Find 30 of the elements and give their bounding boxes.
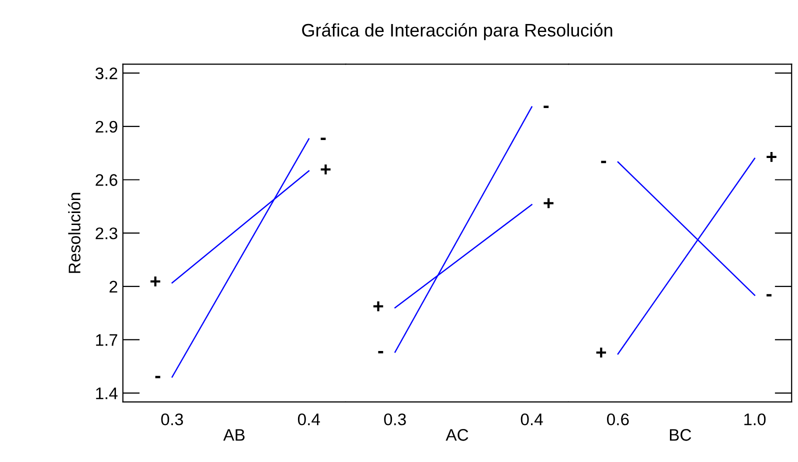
y-tick-label: 1.4 [96, 388, 118, 400]
x-tick-label: 1.0 [744, 413, 766, 426]
y-tick-label: 2 [110, 280, 118, 292]
y-tick-label: 2.9 [96, 120, 118, 133]
data-label: - [378, 351, 384, 354]
y-axis-title: Resolución [68, 192, 80, 273]
y-tick-label: 2.3 [96, 227, 118, 240]
x-axis-title: BC [670, 429, 692, 441]
x-tick-label: 0.6 [607, 413, 629, 426]
data-label: - [544, 106, 549, 108]
data-label: + [596, 348, 606, 358]
x-tick-label: 0.4 [520, 413, 543, 426]
data-label: + [544, 198, 554, 208]
x-tick-label: 0.4 [298, 413, 320, 426]
data-label: - [320, 138, 326, 140]
y-tick-label: 3.2 [96, 68, 118, 80]
chart-title: Gráfica de Interacción para Resolución [302, 23, 612, 40]
data-label: - [155, 376, 160, 378]
x-tick-label: 0.3 [161, 413, 183, 426]
data-label: + [766, 152, 776, 162]
x-tick-label: 0.3 [384, 413, 406, 426]
data-label: + [373, 301, 384, 312]
y-tick-label: 2.6 [96, 174, 118, 186]
data-label: + [320, 164, 331, 174]
x-axis-title: AC [446, 429, 468, 441]
data-label: - [766, 294, 772, 296]
x-axis-title: AB [223, 429, 245, 441]
data-label: - [601, 160, 606, 164]
y-tick-label: 1.7 [96, 334, 118, 346]
data-label: + [150, 276, 160, 286]
